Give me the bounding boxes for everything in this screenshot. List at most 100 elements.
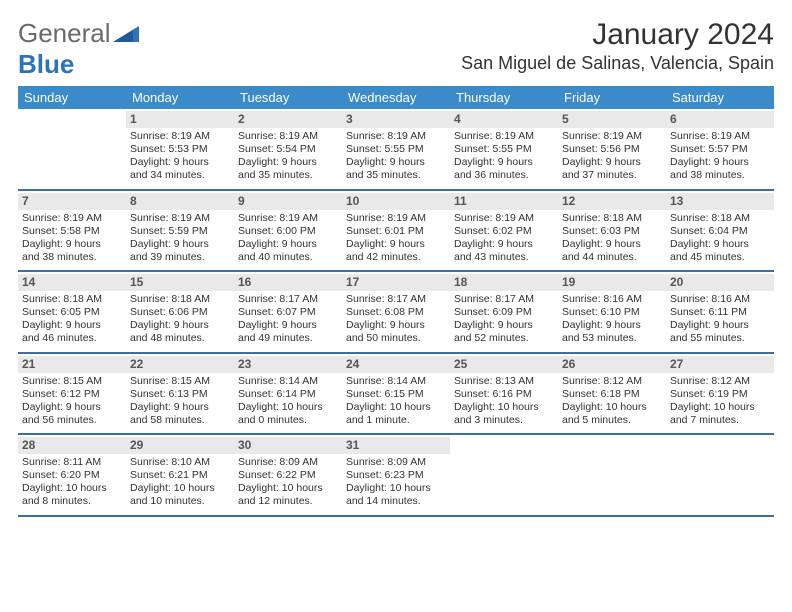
sunrise-text: Sunrise: 8:19 AM [454,130,554,143]
calendar-cell: 20Sunrise: 8:16 AMSunset: 6:11 PMDayligh… [666,272,774,352]
day-number [450,437,558,454]
week-row: 28Sunrise: 8:11 AMSunset: 6:20 PMDayligh… [18,435,774,517]
sunrise-text: Sunrise: 8:17 AM [454,293,554,306]
sunrise-text: Sunrise: 8:18 AM [130,293,230,306]
daylight-text: Daylight: 9 hours [670,319,770,332]
daylight-text: and 53 minutes. [562,332,662,345]
calendar-cell: 8Sunrise: 8:19 AMSunset: 5:59 PMDaylight… [126,191,234,271]
sunrise-text: Sunrise: 8:13 AM [454,375,554,388]
day-number: 14 [18,274,126,291]
sunset-text: Sunset: 6:13 PM [130,388,230,401]
sunrise-text: Sunrise: 8:19 AM [562,130,662,143]
daylight-text: Daylight: 9 hours [238,156,338,169]
calendar-cell: 1Sunrise: 8:19 AMSunset: 5:53 PMDaylight… [126,109,234,189]
calendar-cell: 22Sunrise: 8:15 AMSunset: 6:13 PMDayligh… [126,354,234,434]
daylight-text: and 12 minutes. [238,495,338,508]
daylight-text: and 10 minutes. [130,495,230,508]
sunrise-text: Sunrise: 8:15 AM [130,375,230,388]
day-number: 9 [234,193,342,210]
day-number: 16 [234,274,342,291]
daylight-text: Daylight: 9 hours [346,156,446,169]
sunset-text: Sunset: 5:58 PM [22,225,122,238]
day-number: 20 [666,274,774,291]
daylight-text: and 42 minutes. [346,251,446,264]
calendar-cell: 10Sunrise: 8:19 AMSunset: 6:01 PMDayligh… [342,191,450,271]
sunrise-text: Sunrise: 8:19 AM [238,130,338,143]
sunrise-text: Sunrise: 8:19 AM [454,212,554,225]
day-number [666,437,774,454]
day-header-thu: Thursday [450,86,558,109]
daylight-text: and 49 minutes. [238,332,338,345]
calendar: Sunday Monday Tuesday Wednesday Thursday… [18,86,774,517]
sunset-text: Sunset: 6:15 PM [346,388,446,401]
daylight-text: and 0 minutes. [238,414,338,427]
daylight-text: and 45 minutes. [670,251,770,264]
day-number: 31 [342,437,450,454]
day-number: 12 [558,193,666,210]
daylight-text: and 14 minutes. [346,495,446,508]
calendar-cell: 14 Sunrise: 8:18 AMSunset: 6:05 PMDayligh… [18,272,126,352]
daylight-text: and 38 minutes. [670,169,770,182]
sunset-text: Sunset: 6:19 PM [670,388,770,401]
sunset-text: Sunset: 6:09 PM [454,306,554,319]
daylight-text: Daylight: 9 hours [562,238,662,251]
day-number: 29 [126,437,234,454]
daylight-text: Daylight: 9 hours [454,319,554,332]
sunrise-text: Sunrise: 8:17 AM [346,293,446,306]
daylight-text: and 5 minutes. [562,414,662,427]
sunrise-text: Sunrise: 8:09 AM [346,456,446,469]
daylight-text: Daylight: 9 hours [22,319,122,332]
sunset-text: Sunset: 6:08 PM [346,306,446,319]
daylight-text: Daylight: 9 hours [22,238,122,251]
daylight-text: Daylight: 9 hours [346,238,446,251]
sunset-text: Sunset: 5:54 PM [238,143,338,156]
sunset-text: Sunset: 6:18 PM [562,388,662,401]
sunset-text: Sunset: 6:00 PM [238,225,338,238]
daylight-text: Daylight: 10 hours [454,401,554,414]
sunset-text: Sunset: 6:11 PM [670,306,770,319]
daylight-text: and 36 minutes. [454,169,554,182]
calendar-cell: 25Sunrise: 8:13 AMSunset: 6:16 PMDayligh… [450,354,558,434]
title-block: January 2024 San Miguel de Salinas, Vale… [461,18,774,74]
calendar-cell: 2 Sunrise: 8:19 AMSunset: 5:54 PMDaylight… [234,109,342,189]
sunrise-text: Sunrise: 8:18 AM [562,212,662,225]
daylight-text: and 39 minutes. [130,251,230,264]
calendar-cell: 7Sunrise: 8:19 AMSunset: 5:58 PMDaylight… [18,191,126,271]
week-row: 14Sunrise: 8:18 AMSunset: 6:05 PMDayligh… [18,272,774,354]
daylight-text: Daylight: 9 hours [670,156,770,169]
sunset-text: Sunset: 6:05 PM [22,306,122,319]
sunset-text: Sunset: 5:55 PM [454,143,554,156]
daylight-text: and 55 minutes. [670,332,770,345]
day-number: 26 [558,356,666,373]
location-text: San Miguel de Salinas, Valencia, Spain [461,53,774,74]
sunrise-text: Sunrise: 8:18 AM [22,293,122,306]
sunrise-text: Sunrise: 8:14 AM [346,375,446,388]
sunset-text: Sunset: 5:59 PM [130,225,230,238]
calendar-cell: 29Sunrise: 8:10 AMSunset: 6:21 PMDayligh… [126,435,234,515]
day-number: 23 [234,356,342,373]
sunset-text: Sunset: 6:06 PM [130,306,230,319]
daylight-text: Daylight: 9 hours [670,238,770,251]
day-number: 15 [126,274,234,291]
daylight-text: Daylight: 10 hours [130,482,230,495]
day-number: 13 [666,193,774,210]
daylight-text: and 35 minutes. [346,169,446,182]
sunrise-text: Sunrise: 8:09 AM [238,456,338,469]
day-number: 19 [558,274,666,291]
day-number: 25 [450,356,558,373]
daylight-text: Daylight: 9 hours [130,401,230,414]
day-number: 30 [234,437,342,454]
sunset-text: Sunset: 6:10 PM [562,306,662,319]
sunrise-text: Sunrise: 8:19 AM [130,212,230,225]
calendar-cell [18,109,126,189]
day-number: 18 [450,274,558,291]
day-number: 2 [234,111,342,128]
day-header-row: Sunday Monday Tuesday Wednesday Thursday… [18,86,774,109]
daylight-text: Daylight: 9 hours [454,156,554,169]
daylight-text: and 48 minutes. [130,332,230,345]
daylight-text: Daylight: 10 hours [562,401,662,414]
sunset-text: Sunset: 6:14 PM [238,388,338,401]
calendar-cell: 15Sunrise: 8:18 AMSunset: 6:06 PMDayligh… [126,272,234,352]
calendar-cell: 26Sunrise: 8:12 AMSunset: 6:18 PMDayligh… [558,354,666,434]
day-number: 5 [558,111,666,128]
